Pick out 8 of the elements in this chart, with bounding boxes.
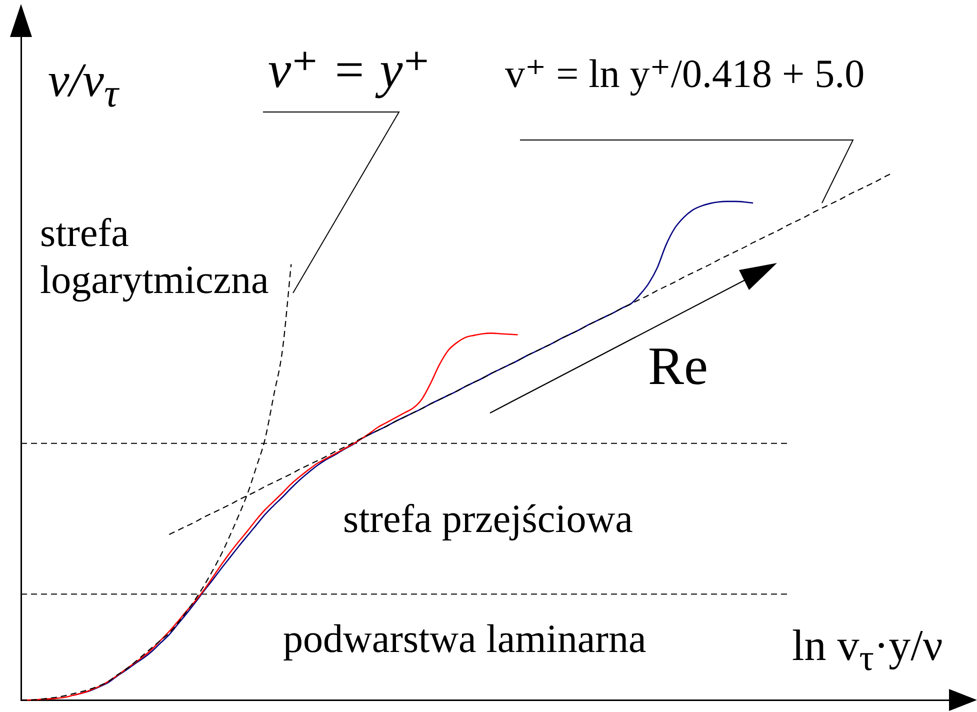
y-axis-title: v/v$_{τ}$ (48, 54, 118, 116)
text: v⁺ = ln y⁺/0.418 + 5.0 (505, 51, 865, 96)
text: v⁺ = y⁺ (268, 42, 430, 99)
x-axis-title: ln v$_{τ}$·y/ν (792, 621, 943, 678)
annotation: Re (648, 336, 708, 396)
annotation: strefa przejściowa (343, 496, 633, 541)
annotation: podwarstwa laminarna (283, 616, 646, 661)
annotation: strefa logarytmiczna (40, 209, 270, 303)
